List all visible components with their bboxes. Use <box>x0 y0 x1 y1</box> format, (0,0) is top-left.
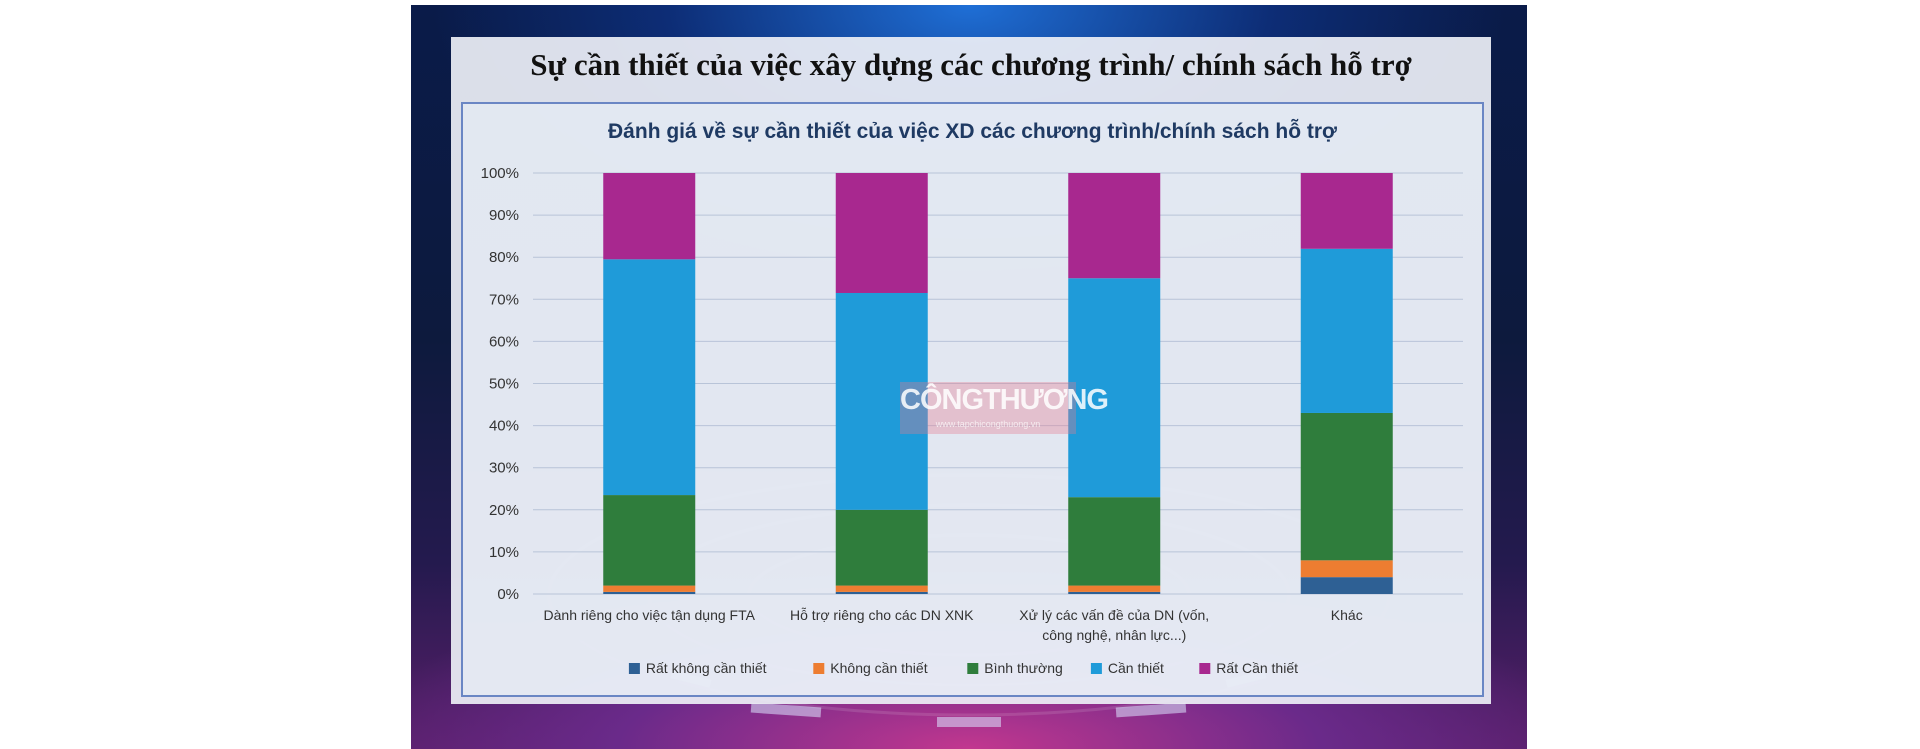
y-tick-label: 40% <box>489 418 519 435</box>
chart-title: Đánh giá về sự cần thiết của việc XD các… <box>608 120 1337 143</box>
x-tick-label: công nghệ, nhân lực...) <box>1042 627 1186 643</box>
legend-label: Rất không cần thiết <box>646 660 767 676</box>
bar-segment <box>835 173 928 293</box>
y-tick-label: 90% <box>489 207 519 224</box>
chart-area: Đánh giá về sự cần thiết của việc XD các… <box>461 102 1484 697</box>
y-tick-label: 70% <box>489 291 519 308</box>
watermark-text: CÔNGTHƯƠNG <box>900 384 1109 416</box>
bar-segment <box>1300 173 1393 249</box>
y-tick-label: 100% <box>481 165 519 182</box>
legend-label: Không cần thiết <box>830 660 927 676</box>
bar-segment <box>603 259 696 496</box>
x-tick-label: Xử lý các vấn đề của DN (vốn, <box>1019 607 1209 623</box>
slide-panel: Sự cần thiết của việc xây dựng các chươn… <box>451 37 1491 704</box>
x-tick-label: Khác <box>1331 607 1363 623</box>
bar-segment <box>1068 173 1161 279</box>
bar-segment <box>1068 278 1161 498</box>
legend-swatch <box>628 663 640 674</box>
legend-label: Bình thường <box>984 660 1063 676</box>
watermark-subtext: www.tapchicongthuong.vn <box>935 419 1041 429</box>
bar-segment <box>603 173 696 260</box>
bar-segment <box>1068 591 1161 594</box>
y-tick-label: 50% <box>489 376 519 393</box>
bar-segment <box>603 591 696 594</box>
bar-segment <box>1068 585 1161 592</box>
x-tick-label: Dành riêng cho việc tận dụng FTA <box>544 607 756 623</box>
y-tick-label: 0% <box>497 586 519 603</box>
y-tick-label: 10% <box>489 544 519 561</box>
y-tick-label: 80% <box>489 249 519 266</box>
bar-segment <box>1300 248 1393 413</box>
bar-segment <box>835 591 928 594</box>
x-tick-label: Hỗ trợ riêng cho các DN XNK <box>790 607 974 623</box>
bar-segment <box>835 292 928 510</box>
slide-title: Sự cần thiết của việc xây dựng các chươn… <box>530 47 1412 82</box>
bar-segment <box>1068 497 1161 586</box>
bar-segment <box>603 585 696 592</box>
bar-segment <box>1300 577 1393 594</box>
stacked-bar-chart: 0% 10% 20% 30% 40% 50% 60% 70% 80% 90% 100% Dành ri… <box>481 165 1463 676</box>
legend-label: Rất Cần thiết <box>1216 660 1298 676</box>
legend-swatch <box>1199 663 1211 674</box>
bar-segment <box>1300 412 1393 561</box>
y-tick-label: 30% <box>489 460 519 477</box>
watermark-logo: CÔNGTHƯƠNG www.tapchicongthuong.vn <box>900 382 1109 434</box>
bar-segment <box>603 495 696 586</box>
slide: Sự cần thiết của việc xây dựng các chươn… <box>411 5 1527 749</box>
legend-swatch <box>813 663 825 674</box>
bar-segment <box>835 585 928 592</box>
bar-segment <box>1300 560 1393 578</box>
bar-segment <box>835 509 928 586</box>
legend-swatch <box>967 663 979 674</box>
legend-label: Cần thiết <box>1108 660 1164 676</box>
y-tick-label: 20% <box>489 502 519 519</box>
legend-swatch <box>1090 663 1102 674</box>
y-tick-label: 60% <box>489 333 519 350</box>
